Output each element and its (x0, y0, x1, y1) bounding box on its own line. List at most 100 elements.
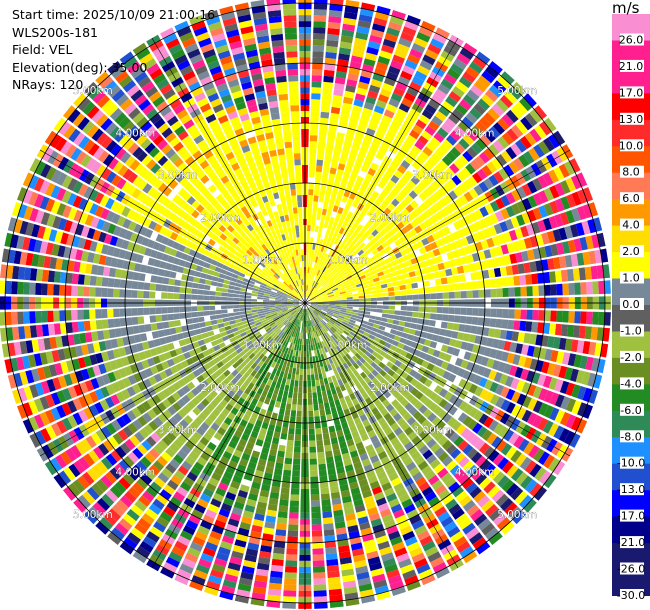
range-gate (503, 164, 515, 177)
range-gate (390, 160, 400, 170)
range-gate (523, 441, 535, 455)
range-gate (225, 403, 234, 412)
range-gate (245, 441, 255, 450)
range-gate (299, 374, 303, 381)
range-gate (362, 344, 370, 351)
range-gate (92, 502, 106, 516)
range-gate (443, 243, 452, 253)
range-gate (443, 194, 453, 204)
range-gate (251, 355, 258, 363)
range-gate (107, 508, 121, 522)
range-gate (517, 263, 525, 274)
range-gate (65, 310, 72, 321)
range-gate (364, 52, 378, 62)
range-gate (310, 304, 317, 307)
range-gate (473, 184, 484, 196)
range-gate (270, 277, 277, 283)
range-gate (68, 463, 81, 478)
range-gate (316, 385, 321, 393)
range-gate (306, 255, 309, 262)
range-gate (381, 482, 393, 492)
range-gate (180, 444, 192, 455)
range-gate (458, 274, 466, 282)
range-gate (90, 432, 102, 445)
range-gate (420, 267, 428, 275)
range-gate (398, 103, 411, 113)
range-gate (454, 257, 463, 266)
range-gate (440, 516, 454, 528)
range-gate (309, 295, 315, 300)
range-gate (582, 251, 591, 265)
range-gate (198, 558, 212, 569)
range-gate (340, 562, 354, 571)
range-gate (489, 84, 503, 98)
range-gate (548, 215, 558, 229)
range-gate (479, 206, 489, 217)
range-gate (370, 162, 379, 171)
range-gate (5, 311, 12, 326)
range-gate (263, 295, 270, 299)
range-gate (402, 456, 414, 467)
range-gate (351, 167, 360, 176)
range-gate (424, 287, 431, 294)
range-gate (343, 190, 351, 198)
range-gate (309, 313, 313, 320)
range-gate (46, 213, 56, 227)
range-gate (524, 132, 537, 146)
range-gate (316, 304, 323, 307)
range-gate (473, 221, 483, 232)
range-gate (309, 320, 312, 327)
range-gate (335, 253, 342, 260)
range-gate (543, 454, 555, 469)
range-gate (115, 499, 129, 513)
range-gate (477, 250, 486, 261)
range-gate (340, 334, 346, 340)
range-gate (328, 271, 334, 277)
range-gate (131, 281, 139, 290)
range-gate (347, 122, 358, 131)
range-gate (471, 316, 479, 325)
range-gate (311, 530, 323, 537)
range-gate (500, 521, 515, 535)
range-gate (91, 464, 104, 478)
range-gate (310, 344, 314, 351)
range-gate (149, 249, 158, 259)
range-gate (319, 238, 324, 246)
range-gate (318, 314, 324, 319)
range-gate (182, 558, 196, 569)
range-gate (191, 575, 206, 586)
range-gate (45, 394, 56, 408)
range-gate (321, 341, 326, 348)
range-gate (415, 119, 427, 130)
range-gate (324, 315, 331, 320)
range-gate (446, 151, 457, 162)
range-gate (343, 17, 357, 26)
range-gate (313, 410, 320, 417)
range-gate (105, 453, 118, 466)
range-gate (418, 306, 425, 312)
range-gate (98, 341, 107, 352)
range-gate (181, 212, 191, 221)
range-gate (412, 294, 419, 300)
range-gate (330, 106, 341, 115)
range-gate (128, 261, 136, 271)
range-gate (370, 237, 378, 245)
range-gate (264, 289, 271, 293)
range-gate (489, 247, 498, 258)
range-gate (377, 329, 385, 335)
range-gate (293, 303, 299, 305)
range-gate (185, 306, 192, 312)
range-gate (55, 137, 67, 152)
range-gate (495, 493, 509, 507)
range-gate (253, 348, 260, 355)
range-gate (485, 65, 499, 79)
range-gate (391, 477, 402, 487)
range-gate (168, 320, 176, 328)
range-gate (47, 323, 55, 336)
range-gate (348, 321, 355, 326)
range-gate (127, 374, 137, 385)
range-gate (296, 307, 301, 312)
range-gate (482, 269, 490, 279)
range-gate (353, 554, 366, 563)
